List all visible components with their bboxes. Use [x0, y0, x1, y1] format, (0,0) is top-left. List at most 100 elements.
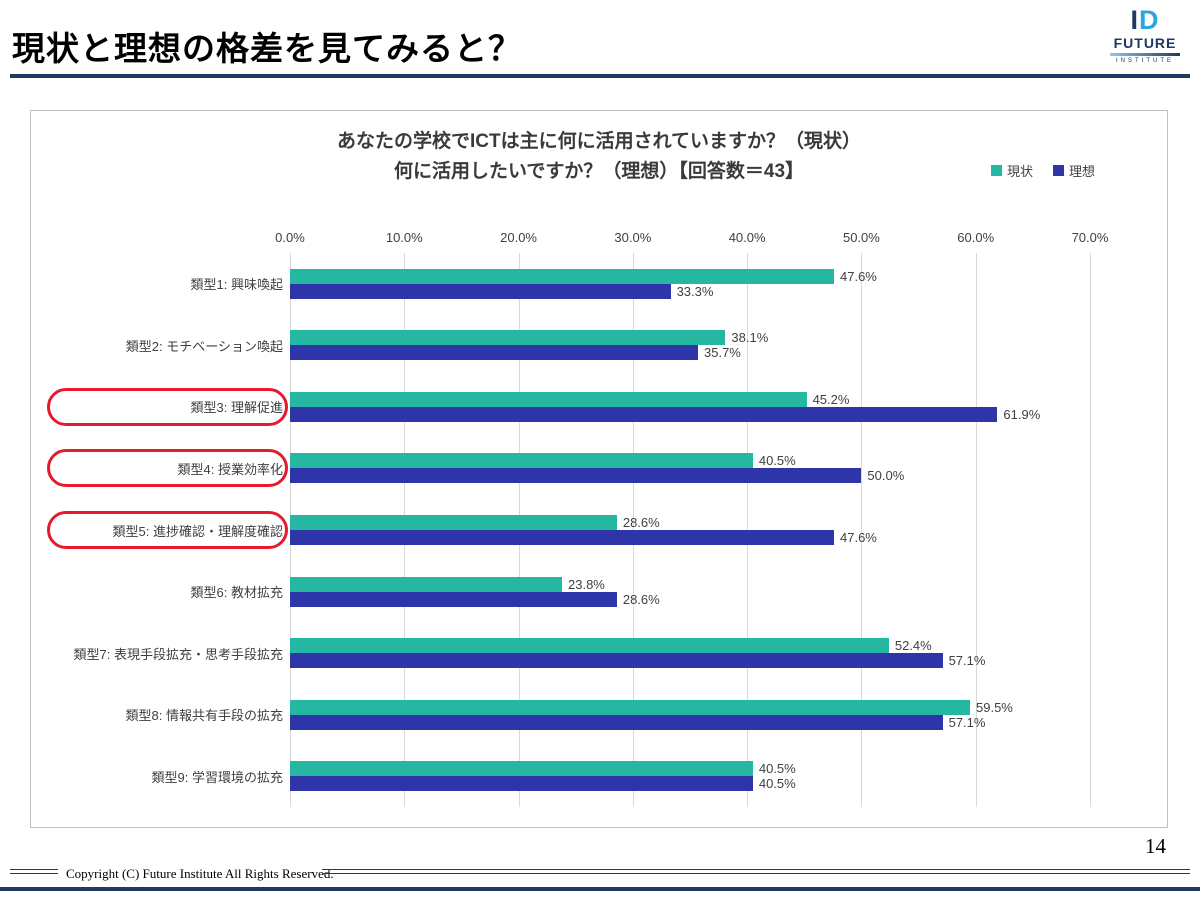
- gridline: [861, 253, 863, 807]
- bar-理想: [290, 345, 698, 361]
- bar-group: 28.6% 47.6%: [290, 499, 1090, 561]
- bar-現状: [290, 330, 726, 346]
- category-row: 類型2: モチベーション喚起 38.1% 35.7%: [31, 315, 1090, 377]
- value-label: 40.5%: [758, 453, 796, 469]
- value-label: 59.5%: [976, 699, 1013, 715]
- bar-group: 38.1% 35.7%: [290, 315, 1090, 377]
- category-row: 類型9: 学習環境の拡充 40.5% 40.5%: [31, 746, 1090, 808]
- category-row: 類型7: 表現手段拡充・思考手段拡充 52.4% 57.1%: [31, 622, 1090, 684]
- value-label: 40.5%: [758, 776, 796, 792]
- bar-group: 47.6% 33.3%: [290, 253, 1090, 315]
- footer-rule-left: [10, 869, 58, 874]
- value-label: 28.6%: [622, 591, 660, 607]
- legend-label: 現状: [1006, 164, 1033, 179]
- category-label: 類型2: モチベーション喚起: [125, 338, 283, 354]
- chart-legend: 現状 理想: [990, 161, 1095, 180]
- footer-rule-right: [322, 869, 1190, 874]
- bar-現状: [290, 268, 834, 284]
- category-label: 類型4: 授業効率化: [177, 461, 283, 477]
- category-label: 類型1: 興味喚起: [190, 277, 283, 293]
- slide-title: 現状と理想の格差を見てみると？: [12, 30, 522, 67]
- category-row: 類型3: 理解促進 45.2% 61.9%: [31, 376, 1090, 438]
- x-tick-label: 20.0%: [500, 230, 537, 245]
- category-row: 類型1: 興味喚起 47.6% 33.3%: [31, 253, 1090, 315]
- gridline: [632, 253, 634, 807]
- bar-理想: [290, 591, 617, 607]
- chart-frame: あなたの学校でICTは主に何に活用されていますか？（現状） 何に活用したいですか…: [30, 110, 1168, 828]
- bar-理想: [290, 653, 943, 669]
- bar-理想: [290, 714, 943, 730]
- value-label: 50.0%: [867, 468, 905, 484]
- legend-item-現状: 現状: [990, 161, 1033, 180]
- bar-理想: [290, 530, 834, 546]
- chart-title: あなたの学校でICTは主に何に活用されていますか？（現状） 何に活用したいですか…: [31, 127, 1167, 188]
- bar-現状: [290, 453, 753, 469]
- bar-理想: [290, 283, 671, 299]
- chart-title-line1: あなたの学校でICTは主に何に活用されていますか？（現状）: [336, 131, 862, 152]
- value-label: 33.3%: [676, 283, 714, 299]
- bar-group: 23.8% 28.6%: [290, 561, 1090, 623]
- category-row: 類型5: 進捗確認・理解度確認 28.6% 47.6%: [31, 499, 1090, 561]
- category-label: 類型7: 表現手段拡充・思考手段拡充: [73, 646, 283, 662]
- category-row: 類型6: 教材拡充 23.8% 28.6%: [31, 561, 1090, 623]
- bar-現状: [290, 699, 970, 715]
- chart-plot: 類型1: 興味喚起 47.6% 33.3% 類型2: モチベーション喚起 38.1% 35…: [31, 253, 1090, 807]
- x-tick-label: 30.0%: [614, 230, 652, 245]
- value-label: 45.2%: [812, 391, 850, 407]
- page-number: 14: [1145, 834, 1166, 858]
- bar-group: 52.4% 57.1%: [290, 622, 1090, 684]
- bar-group: 40.5% 40.5%: [290, 746, 1090, 808]
- value-label: 40.5%: [758, 761, 796, 777]
- bar-理想: [290, 406, 998, 422]
- category-row: 類型4: 授業効率化 40.5% 50.0%: [31, 438, 1090, 500]
- x-tick-label: 50.0%: [842, 230, 880, 245]
- logo-name: FUTURE: [1113, 35, 1177, 52]
- category-label: 類型9: 学習環境の拡充: [151, 769, 283, 785]
- value-label: 61.9%: [1003, 406, 1041, 422]
- value-label: 57.1%: [948, 714, 986, 730]
- gridline: [1090, 253, 1091, 807]
- gridline: [747, 253, 749, 807]
- x-tick-label: 10.0%: [385, 230, 423, 245]
- bar-現状: [290, 576, 562, 592]
- bar-現状: [290, 638, 889, 654]
- category-row: 類型8: 情報共有手段の拡充 59.5% 57.1%: [31, 684, 1090, 746]
- x-tick-label: 0.0%: [275, 230, 305, 245]
- bar-現状: [290, 761, 753, 777]
- value-label: 57.1%: [948, 653, 986, 669]
- category-label: 類型5: 進捗確認・理解度確認: [112, 523, 283, 539]
- copyright-text: Copyright (C) Future Institute All Right…: [66, 866, 334, 881]
- legend-swatch-icon: [990, 165, 1002, 176]
- value-label: 52.4%: [894, 638, 932, 654]
- legend-swatch-icon: [1052, 165, 1064, 176]
- bar-現状: [290, 515, 617, 531]
- bar-group: 40.5% 50.0%: [290, 438, 1090, 500]
- x-tick-label: 70.0%: [1071, 230, 1109, 245]
- bar-理想: [290, 468, 862, 484]
- x-tick-label: 40.0%: [728, 230, 766, 245]
- title-underline: [10, 74, 1190, 78]
- category-label: 類型6: 教材拡充: [190, 585, 283, 601]
- category-label: 類型8: 情報共有手段の拡充: [125, 708, 283, 724]
- gridline: [975, 253, 977, 807]
- legend-item-理想: 理想: [1052, 161, 1095, 180]
- logo-bar: [1110, 53, 1180, 57]
- value-label: 28.6%: [622, 515, 660, 531]
- logo-id-mark-icon: ID: [1130, 5, 1160, 35]
- x-tick-label: 60.0%: [957, 230, 995, 245]
- category-label: 類型3: 理解促進: [190, 400, 283, 416]
- chart-title-line2: 何に活用したいですか？（理想）【回答数＝43】: [393, 161, 805, 183]
- logo-subtitle: INSTITUTE: [1116, 58, 1174, 65]
- value-label: 35.7%: [704, 345, 741, 361]
- value-label: 47.6%: [840, 268, 877, 284]
- bar-group: 45.2% 61.9%: [290, 376, 1090, 438]
- value-label: 47.6%: [840, 530, 877, 546]
- footer-bottom-rule: [0, 887, 1200, 891]
- legend-label: 理想: [1068, 164, 1095, 179]
- value-label: 23.8%: [568, 576, 605, 592]
- bar-現状: [290, 391, 807, 407]
- bar-理想: [290, 776, 753, 792]
- future-institute-logo: ID FUTURE INSTITUTE: [1106, 6, 1184, 64]
- x-axis-ticks: 0.0% 10.0% 20.0% 30.0% 40.0% 50.0% 60.0% 70.0%: [275, 230, 1108, 246]
